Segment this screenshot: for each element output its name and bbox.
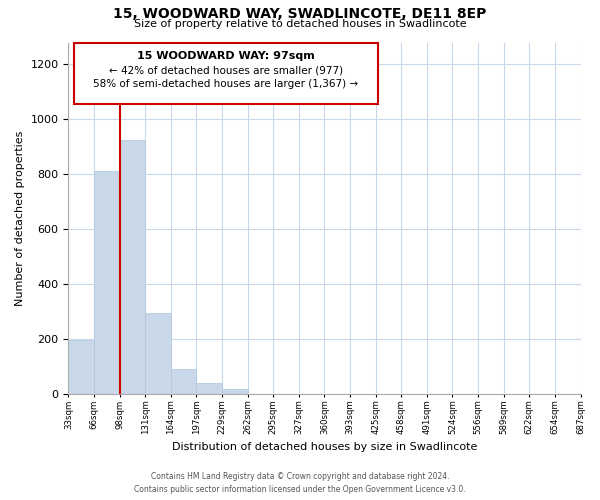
Text: 15, WOODWARD WAY, SWADLINCOTE, DE11 8EP: 15, WOODWARD WAY, SWADLINCOTE, DE11 8EP — [113, 8, 487, 22]
Bar — [171, 369, 196, 394]
Bar — [222, 389, 248, 394]
Text: Size of property relative to detached houses in Swadlincote: Size of property relative to detached ho… — [134, 19, 466, 29]
Bar — [119, 140, 145, 394]
FancyBboxPatch shape — [74, 42, 378, 104]
Bar — [145, 313, 171, 394]
Y-axis label: Number of detached properties: Number of detached properties — [15, 130, 25, 306]
Bar — [196, 383, 222, 394]
X-axis label: Distribution of detached houses by size in Swadlincote: Distribution of detached houses by size … — [172, 442, 477, 452]
Bar — [94, 172, 119, 394]
Bar — [68, 340, 94, 394]
Text: Contains HM Land Registry data © Crown copyright and database right 2024.
Contai: Contains HM Land Registry data © Crown c… — [134, 472, 466, 494]
Text: 15 WOODWARD WAY: 97sqm: 15 WOODWARD WAY: 97sqm — [137, 52, 315, 62]
Text: ← 42% of detached houses are smaller (977): ← 42% of detached houses are smaller (97… — [109, 66, 343, 76]
Text: 58% of semi-detached houses are larger (1,367) →: 58% of semi-detached houses are larger (… — [94, 80, 358, 90]
